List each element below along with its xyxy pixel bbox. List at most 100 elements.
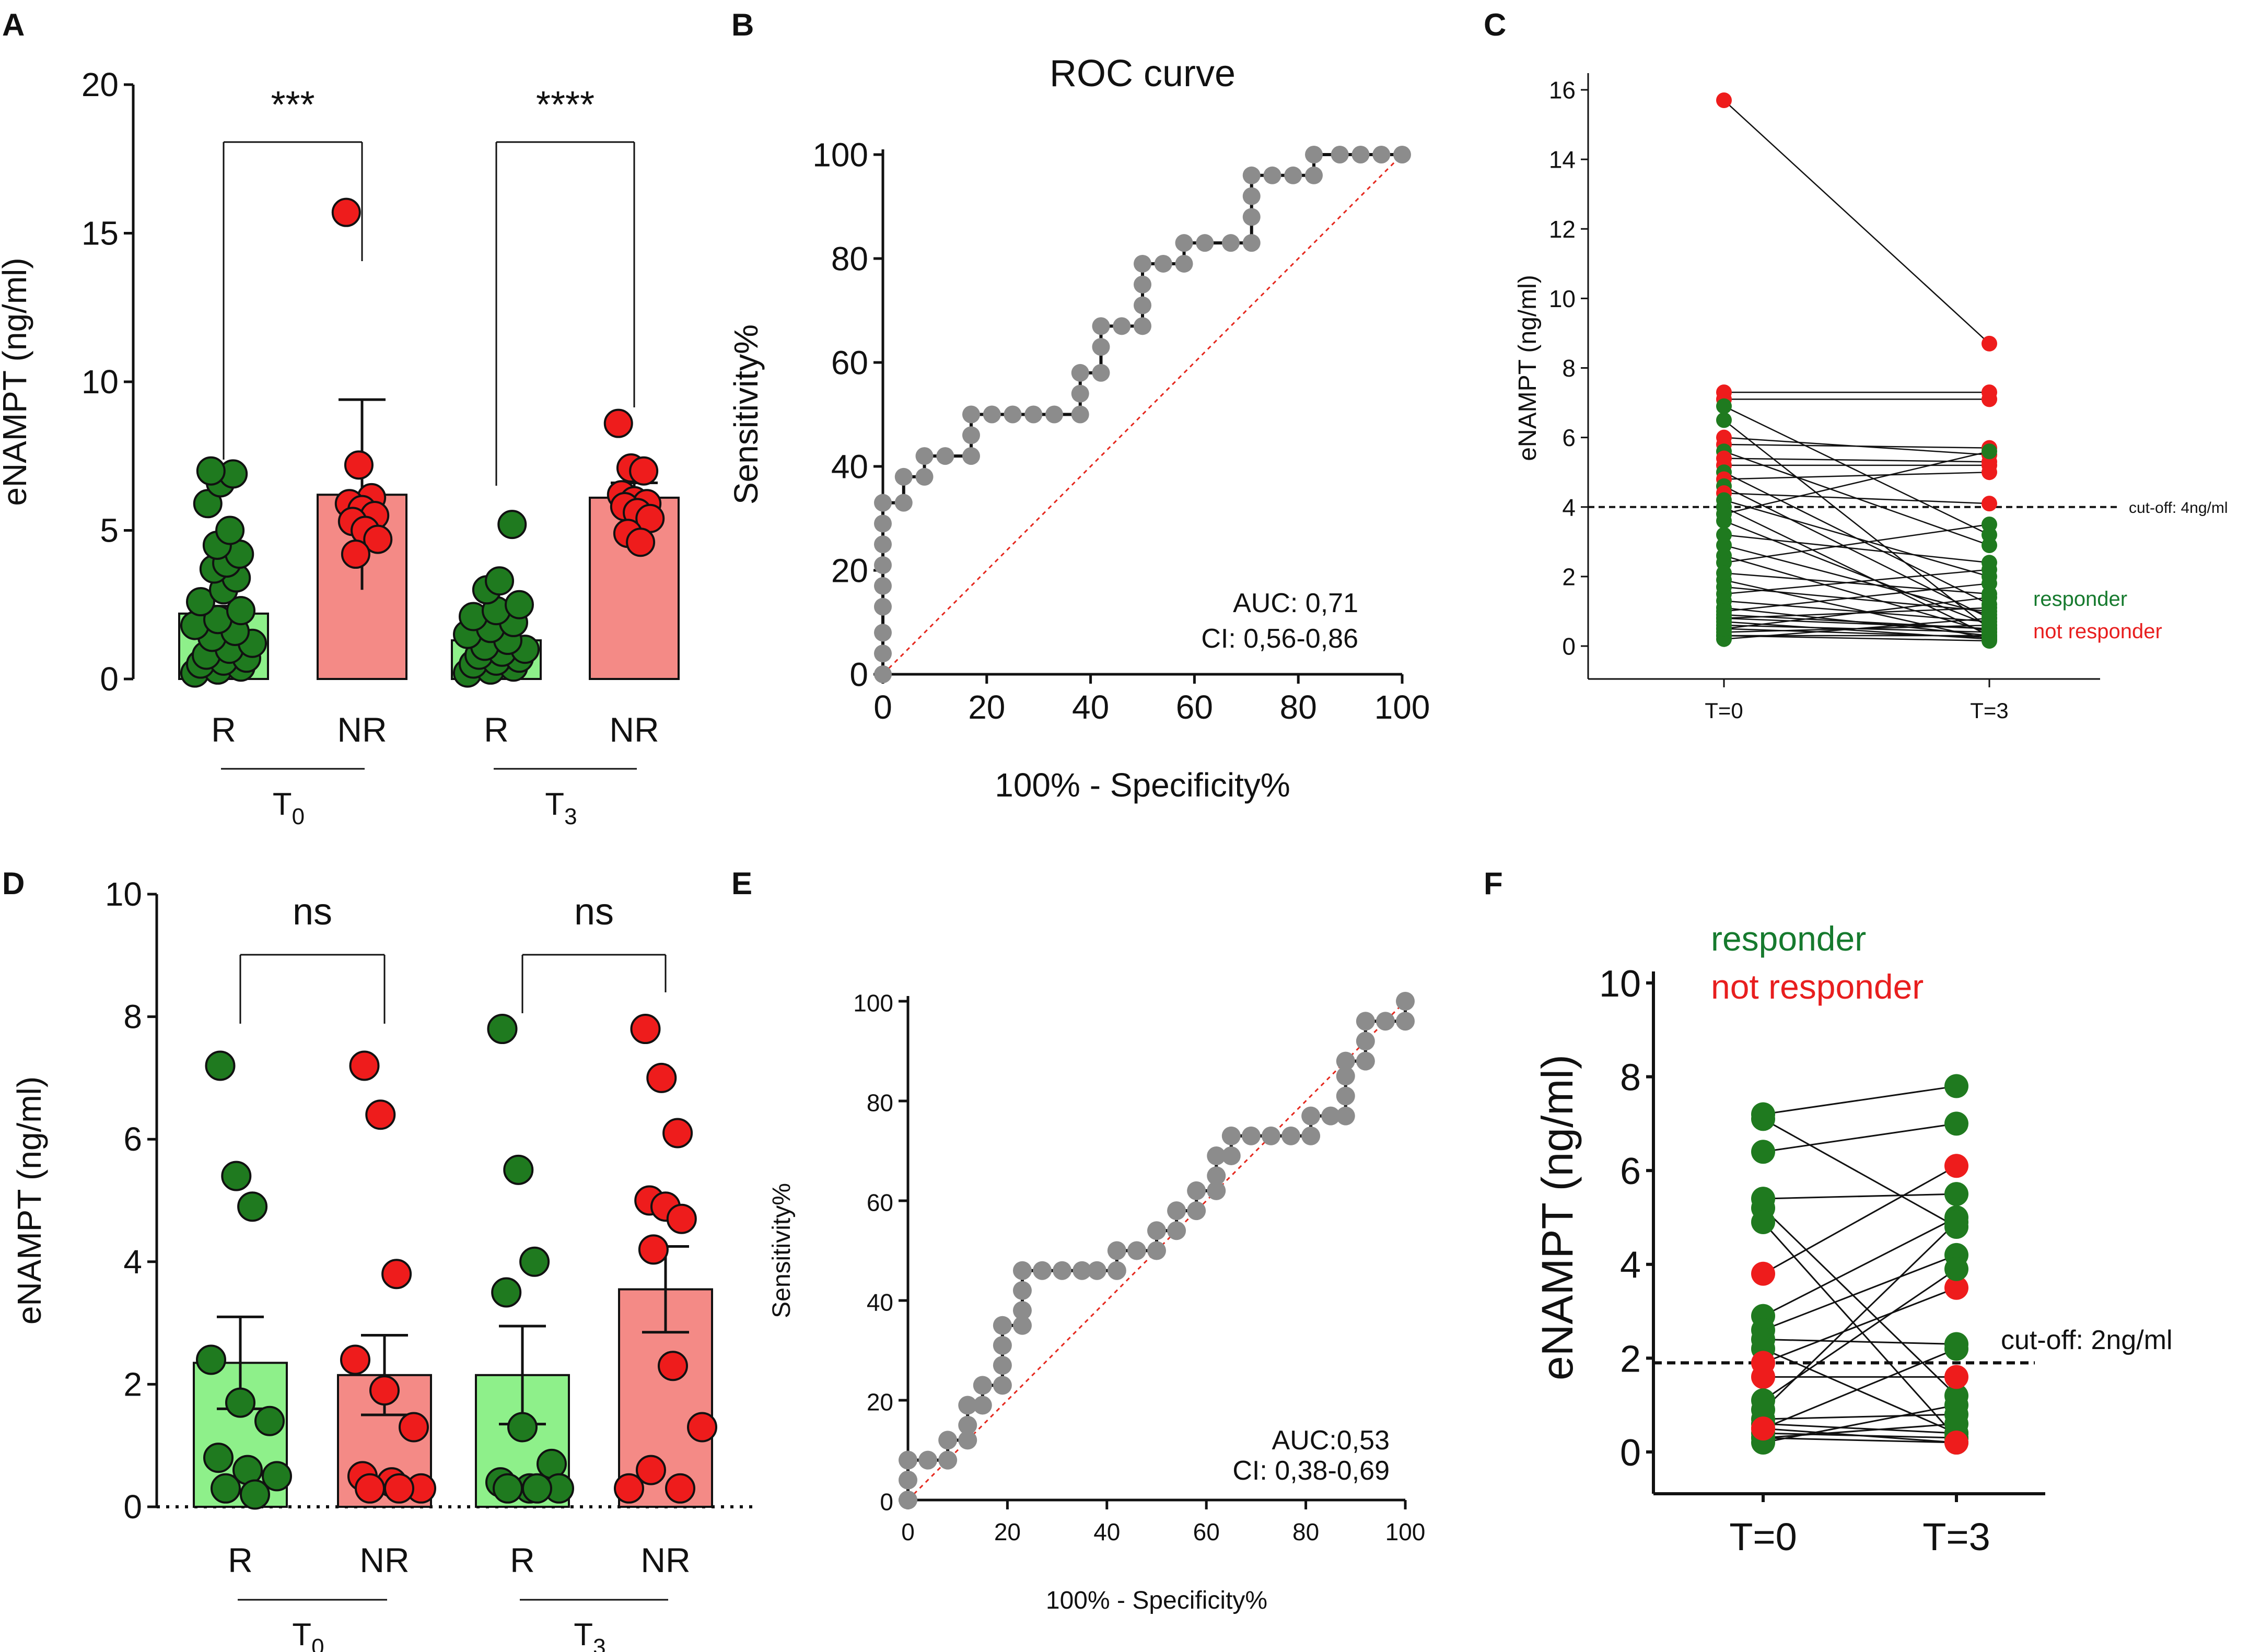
data-point [519,1246,550,1277]
data-point [1982,464,1997,481]
legend-not-responder: not responder [1711,967,1924,1006]
data-point [1944,1431,1968,1455]
y-tick-label: 8 [123,998,142,1036]
group-subscript: 0 [292,804,305,829]
pair-line [1763,1423,1957,1434]
x-tick-label: 20 [994,1518,1021,1545]
roc-point [894,494,913,512]
cutoff-label: cut-off: 4ng/ml [2129,499,2228,517]
roc-point [1175,254,1193,273]
roc-point [1336,1106,1355,1126]
x-category-label: NR [609,710,659,749]
data-point [636,1455,666,1485]
roc-point [1261,1126,1280,1145]
annotation: CI: 0,38-0,69 [1232,1456,1390,1486]
panel-d: D 0 2 4 6 8 10 eNAMPT (ng/ml) R NR R NR T0 T3 ns ns [2,866,757,1652]
roc-point [938,1431,958,1450]
x-tick-label: 40 [1072,688,1109,726]
roc-point [1033,1261,1052,1280]
data-point [331,197,361,227]
roc-point [1092,364,1110,382]
data-point [1751,1365,1775,1389]
pair-line [1763,1165,1957,1275]
roc-point [1134,254,1151,273]
data-point [1944,1393,1968,1417]
y-tick-label: 5 [100,512,119,549]
data-point [658,1351,688,1381]
roc-point [958,1396,977,1415]
panel-letter: E [731,866,752,901]
pair-line [1723,100,1990,344]
roc-point [1356,1012,1375,1031]
data-point [1716,412,1732,428]
y-tick-label: 0 [123,1488,142,1526]
panel-e: E 0 20 40 60 80 100 0 20 40 60 80 100 100% - Specific… [731,866,1425,1614]
data-point [240,1479,270,1510]
roc-point [1167,1221,1186,1240]
pair-line [1723,506,1990,637]
pair-line [1763,1122,1957,1153]
group-label: T3 [574,1617,605,1652]
y-tick-label: 40 [831,448,868,485]
pair-line [1723,405,1990,536]
y-tick-label: 80 [831,240,868,277]
data-point [687,1412,717,1443]
data-point [638,1234,669,1265]
x-category-label: R [228,1541,253,1579]
y-tick-label: 60 [831,344,868,381]
pair-line [1763,1427,1957,1444]
y-axis-label: eNAMPT (ng/ml) [1533,1055,1582,1380]
roc-point [973,1376,992,1395]
pair-line [1763,1348,1957,1430]
data-point [1716,513,1732,529]
annotation: CI: 0,56-0,86 [1201,624,1358,654]
pair-line [1763,1193,1957,1200]
roc-point [1071,364,1089,382]
y-tick-label: 10 [105,875,142,913]
roc-point [1396,992,1415,1011]
significance-label: *** [271,84,314,126]
pair-line [1723,617,1990,629]
data-point [1716,398,1732,414]
data-point [1716,92,1732,108]
data-point [1944,1365,1968,1389]
group-label: T0 [292,1617,324,1652]
y-tick-label: 2 [123,1365,142,1403]
roc-point [958,1415,977,1435]
pair-line [1723,451,1990,515]
data-point [1982,620,1997,637]
y-tick-label: 20 [831,552,868,589]
data-point [237,1191,268,1222]
x-category-label: T=3 [1970,698,2009,723]
data-point [1944,1337,1968,1361]
roc-point [874,645,892,663]
data-point [505,590,534,619]
data-point [666,1203,697,1234]
y-tick-label: 16 [1549,77,1576,104]
roc-point [874,665,892,683]
roc-point [1241,1126,1261,1145]
roc-point [1356,1051,1375,1071]
data-point [1944,1275,1968,1300]
y-axis-label: eNAMPT (ng/ml) [10,1076,48,1325]
data-point [221,1161,252,1191]
x-tick-label: 0 [873,688,892,726]
roc-point [1242,166,1261,184]
reference-line [882,154,1403,675]
pair-line [1763,1287,1957,1364]
x-tick-label: 80 [1292,1518,1319,1545]
data-point [369,1375,400,1406]
y-tick-label: 12 [1549,216,1576,243]
panel-letter: A [2,7,25,42]
x-tick-label: 80 [1280,688,1317,726]
data-point [665,1473,695,1504]
data-point [1944,1210,1968,1234]
y-tick-label: 20 [867,1389,893,1416]
roc-point [915,447,934,465]
pair-line [1723,471,1990,480]
roc-point [1356,1032,1375,1051]
roc-point [1396,1012,1415,1031]
data-point [507,1412,538,1443]
roc-point [1196,234,1214,252]
roc-point [1242,187,1261,205]
